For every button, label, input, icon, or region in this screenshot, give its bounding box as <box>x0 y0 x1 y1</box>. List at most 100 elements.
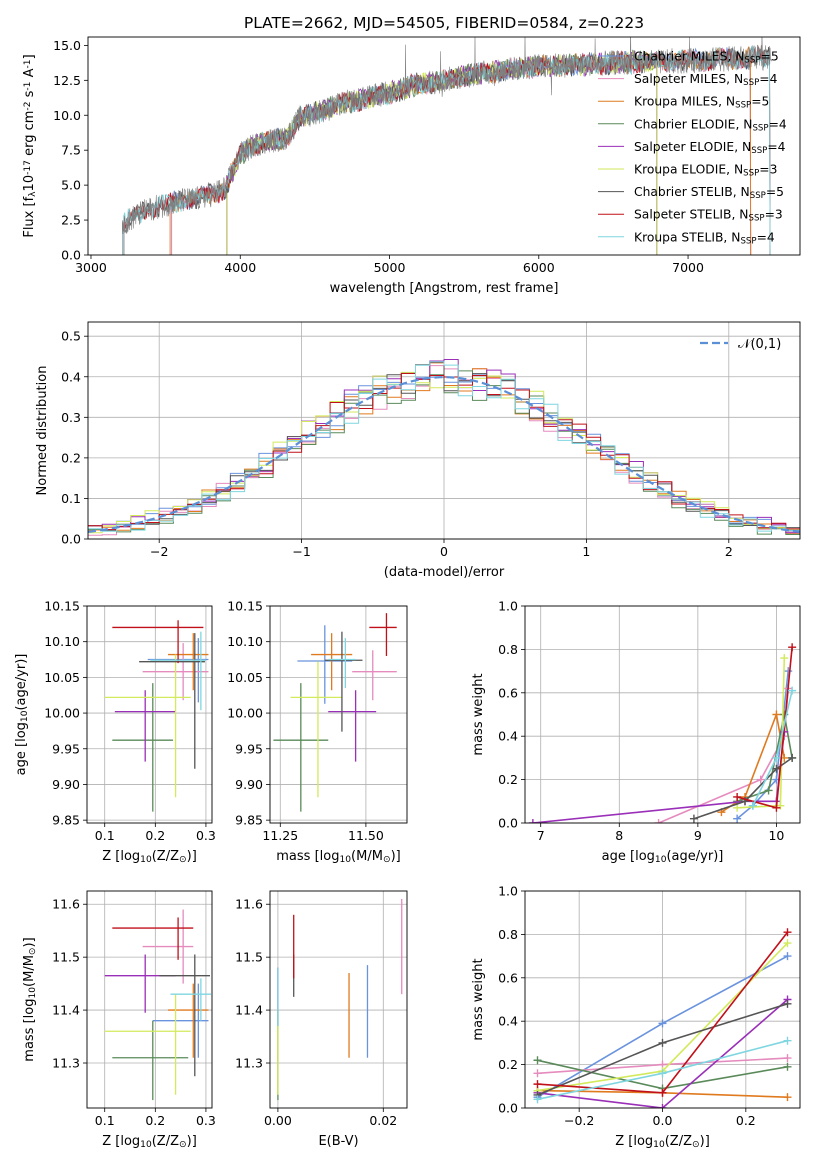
y-tick-label: 9.85 <box>235 813 263 828</box>
y-tick-label: 10.15 <box>227 599 263 614</box>
axes-frame <box>87 36 801 256</box>
y-tick-label: 0.6 <box>498 970 518 985</box>
legend-label: Chabrier MILES, NSSP=5 <box>634 50 779 66</box>
mass-weight-marker <box>783 1036 792 1045</box>
y-tick-label: 15.0 <box>53 38 81 53</box>
y-tick-label: 11.3 <box>235 1056 263 1071</box>
x-tick-label: 5000 <box>374 260 406 275</box>
y-tick-label: 0.8 <box>498 927 518 942</box>
mass-weight-marker <box>783 952 792 961</box>
axes-frame <box>87 321 801 540</box>
legend-label: Salpeter MILES, NSSP=4 <box>634 72 778 88</box>
y-tick-label: 11.6 <box>52 897 80 912</box>
x-tick-label: −0.2 <box>564 1113 594 1128</box>
y-tick-label: 9.85 <box>52 813 80 828</box>
mass-weight-marker <box>733 814 742 823</box>
mass-weight-line <box>693 757 793 820</box>
y-axis-label: mass [log10(M/M⊙)] <box>22 937 38 1061</box>
x-tick-label: −1 <box>292 544 310 559</box>
grid <box>270 891 407 1108</box>
mass-weight-marker <box>772 764 781 773</box>
y-tick-label: 10.15 <box>44 599 80 614</box>
y-tick-label: 0.2 <box>61 450 81 465</box>
x-axis-label: (data-model)/error <box>384 565 505 580</box>
y-tick-label: 11.5 <box>52 950 80 965</box>
plot-area <box>122 37 772 255</box>
panel-z-mass: 0.1 0.2 0.3 11.3 11.4 11.5 11.6 Z [log10(Z/Z⊙)]… <box>22 890 216 1150</box>
x-axis-label: Z [log10(Z/Z⊙)] <box>615 1134 710 1150</box>
y-tick-label: 0.0 <box>498 1101 518 1116</box>
x-tick-label: 0 <box>440 544 448 559</box>
panel-age-massweight: 7 8 9 10 0.0 0.2 0.4 0.6 0.8 1.0 age [log10(age/yr… <box>471 599 801 865</box>
y-axis-label: mass weight <box>471 958 486 1040</box>
mass-weight-marker <box>783 939 792 948</box>
legend-label: 𝒩(0,1) <box>738 337 781 352</box>
x-axis-label: E(B-V) <box>318 1134 358 1149</box>
x-tick-label: 1 <box>582 544 590 559</box>
mass-weight-marker <box>783 928 792 937</box>
panel-z-massweight: −0.2 0.0 0.2 0.0 0.2 0.4 0.6 0.8 1.0 Z [log10(Z/Z… <box>471 884 801 1150</box>
mass-weight-marker <box>533 1069 542 1078</box>
mass-weight-marker <box>658 1088 667 1097</box>
histogram-step <box>88 373 800 531</box>
histogram-step <box>88 361 800 532</box>
grid <box>87 891 212 1108</box>
panel-ebv-mass: 0.00 0.02 11.3 11.4 11.5 11.6 E(B-V) <box>235 890 408 1149</box>
y-tick-label: 10.10 <box>227 634 263 649</box>
observed-spectrum-line <box>122 37 772 255</box>
y-tick-label: 2.5 <box>61 213 81 228</box>
axes-frame <box>524 890 801 1109</box>
x-tick-label: 0.2 <box>145 1113 165 1128</box>
x-tick-label: 6000 <box>523 260 555 275</box>
chart-title: PLATE=2662, MJD=54505, FIBERID=0584, z=0… <box>244 14 644 32</box>
x-tick-label: 3000 <box>75 260 107 275</box>
x-tick-label: 0.2 <box>145 828 165 843</box>
y-tick-label: 0.4 <box>498 1014 518 1029</box>
panel-mass-age: 11.25 11.50 9.85 9.90 9.95 10.00 10.05 10.10 10.… <box>227 599 408 865</box>
plot-area <box>88 359 800 536</box>
mass-weight-marker <box>654 819 663 823</box>
x-tick-label: 4000 <box>224 260 256 275</box>
y-tick-label: 0.0 <box>498 816 518 831</box>
y-tick-label: 0.0 <box>61 532 81 547</box>
y-tick-label: 11.4 <box>52 1003 80 1018</box>
y-tick-label: 1.0 <box>498 599 518 614</box>
x-tick-label: 11.50 <box>348 828 384 843</box>
y-tick-label: 0.2 <box>498 772 518 787</box>
x-tick-label: −2 <box>150 544 168 559</box>
mass-weight-marker <box>533 1080 542 1089</box>
y-tick-label: 0.4 <box>498 729 518 744</box>
axes-frame <box>86 890 213 1109</box>
y-tick-label: 0.6 <box>498 685 518 700</box>
x-tick-label: 0.1 <box>95 1113 115 1128</box>
mass-weight-marker <box>533 1056 542 1065</box>
mass-weight-marker <box>783 999 792 1008</box>
x-tick-label: 10 <box>768 828 784 843</box>
x-axis-label: wavelength [Angstrom, rest frame] <box>330 281 559 296</box>
y-tick-label: 0.5 <box>61 329 81 344</box>
mass-weight-marker <box>658 1104 667 1108</box>
x-axis-label: mass [log10(M/M⊙)] <box>276 849 400 865</box>
y-tick-label: 11.3 <box>52 1056 80 1071</box>
mass-weight-line <box>532 731 786 823</box>
panel-residuals: −2 −1 0 1 2 0.0 0.1 0.2 0.3 0.4 0.5 (data-model)/er… <box>35 321 801 580</box>
x-axis-label: age [log10(age/yr)] <box>602 849 724 865</box>
mass-weight-marker <box>788 643 797 652</box>
mass-weight-marker <box>788 686 797 695</box>
mass-weight-marker <box>533 1095 542 1104</box>
mass-weight-marker <box>756 775 765 784</box>
y-tick-label: 0.3 <box>61 410 81 425</box>
mass-weight-marker <box>658 1038 667 1047</box>
y-tick-label: 9.90 <box>52 777 80 792</box>
y-tick-label: 9.95 <box>235 741 263 756</box>
x-tick-label: 7 <box>537 828 545 843</box>
y-tick-label: 7.5 <box>61 143 81 158</box>
plot-area <box>104 620 209 812</box>
mass-weight-marker <box>733 792 742 801</box>
axes-frame <box>524 605 801 824</box>
axes-frame <box>86 605 213 824</box>
x-axis-label: Z [log10(Z/Z⊙)] <box>102 849 197 865</box>
y-axis-label: mass weight <box>471 673 486 755</box>
axes-frame <box>269 890 408 1109</box>
